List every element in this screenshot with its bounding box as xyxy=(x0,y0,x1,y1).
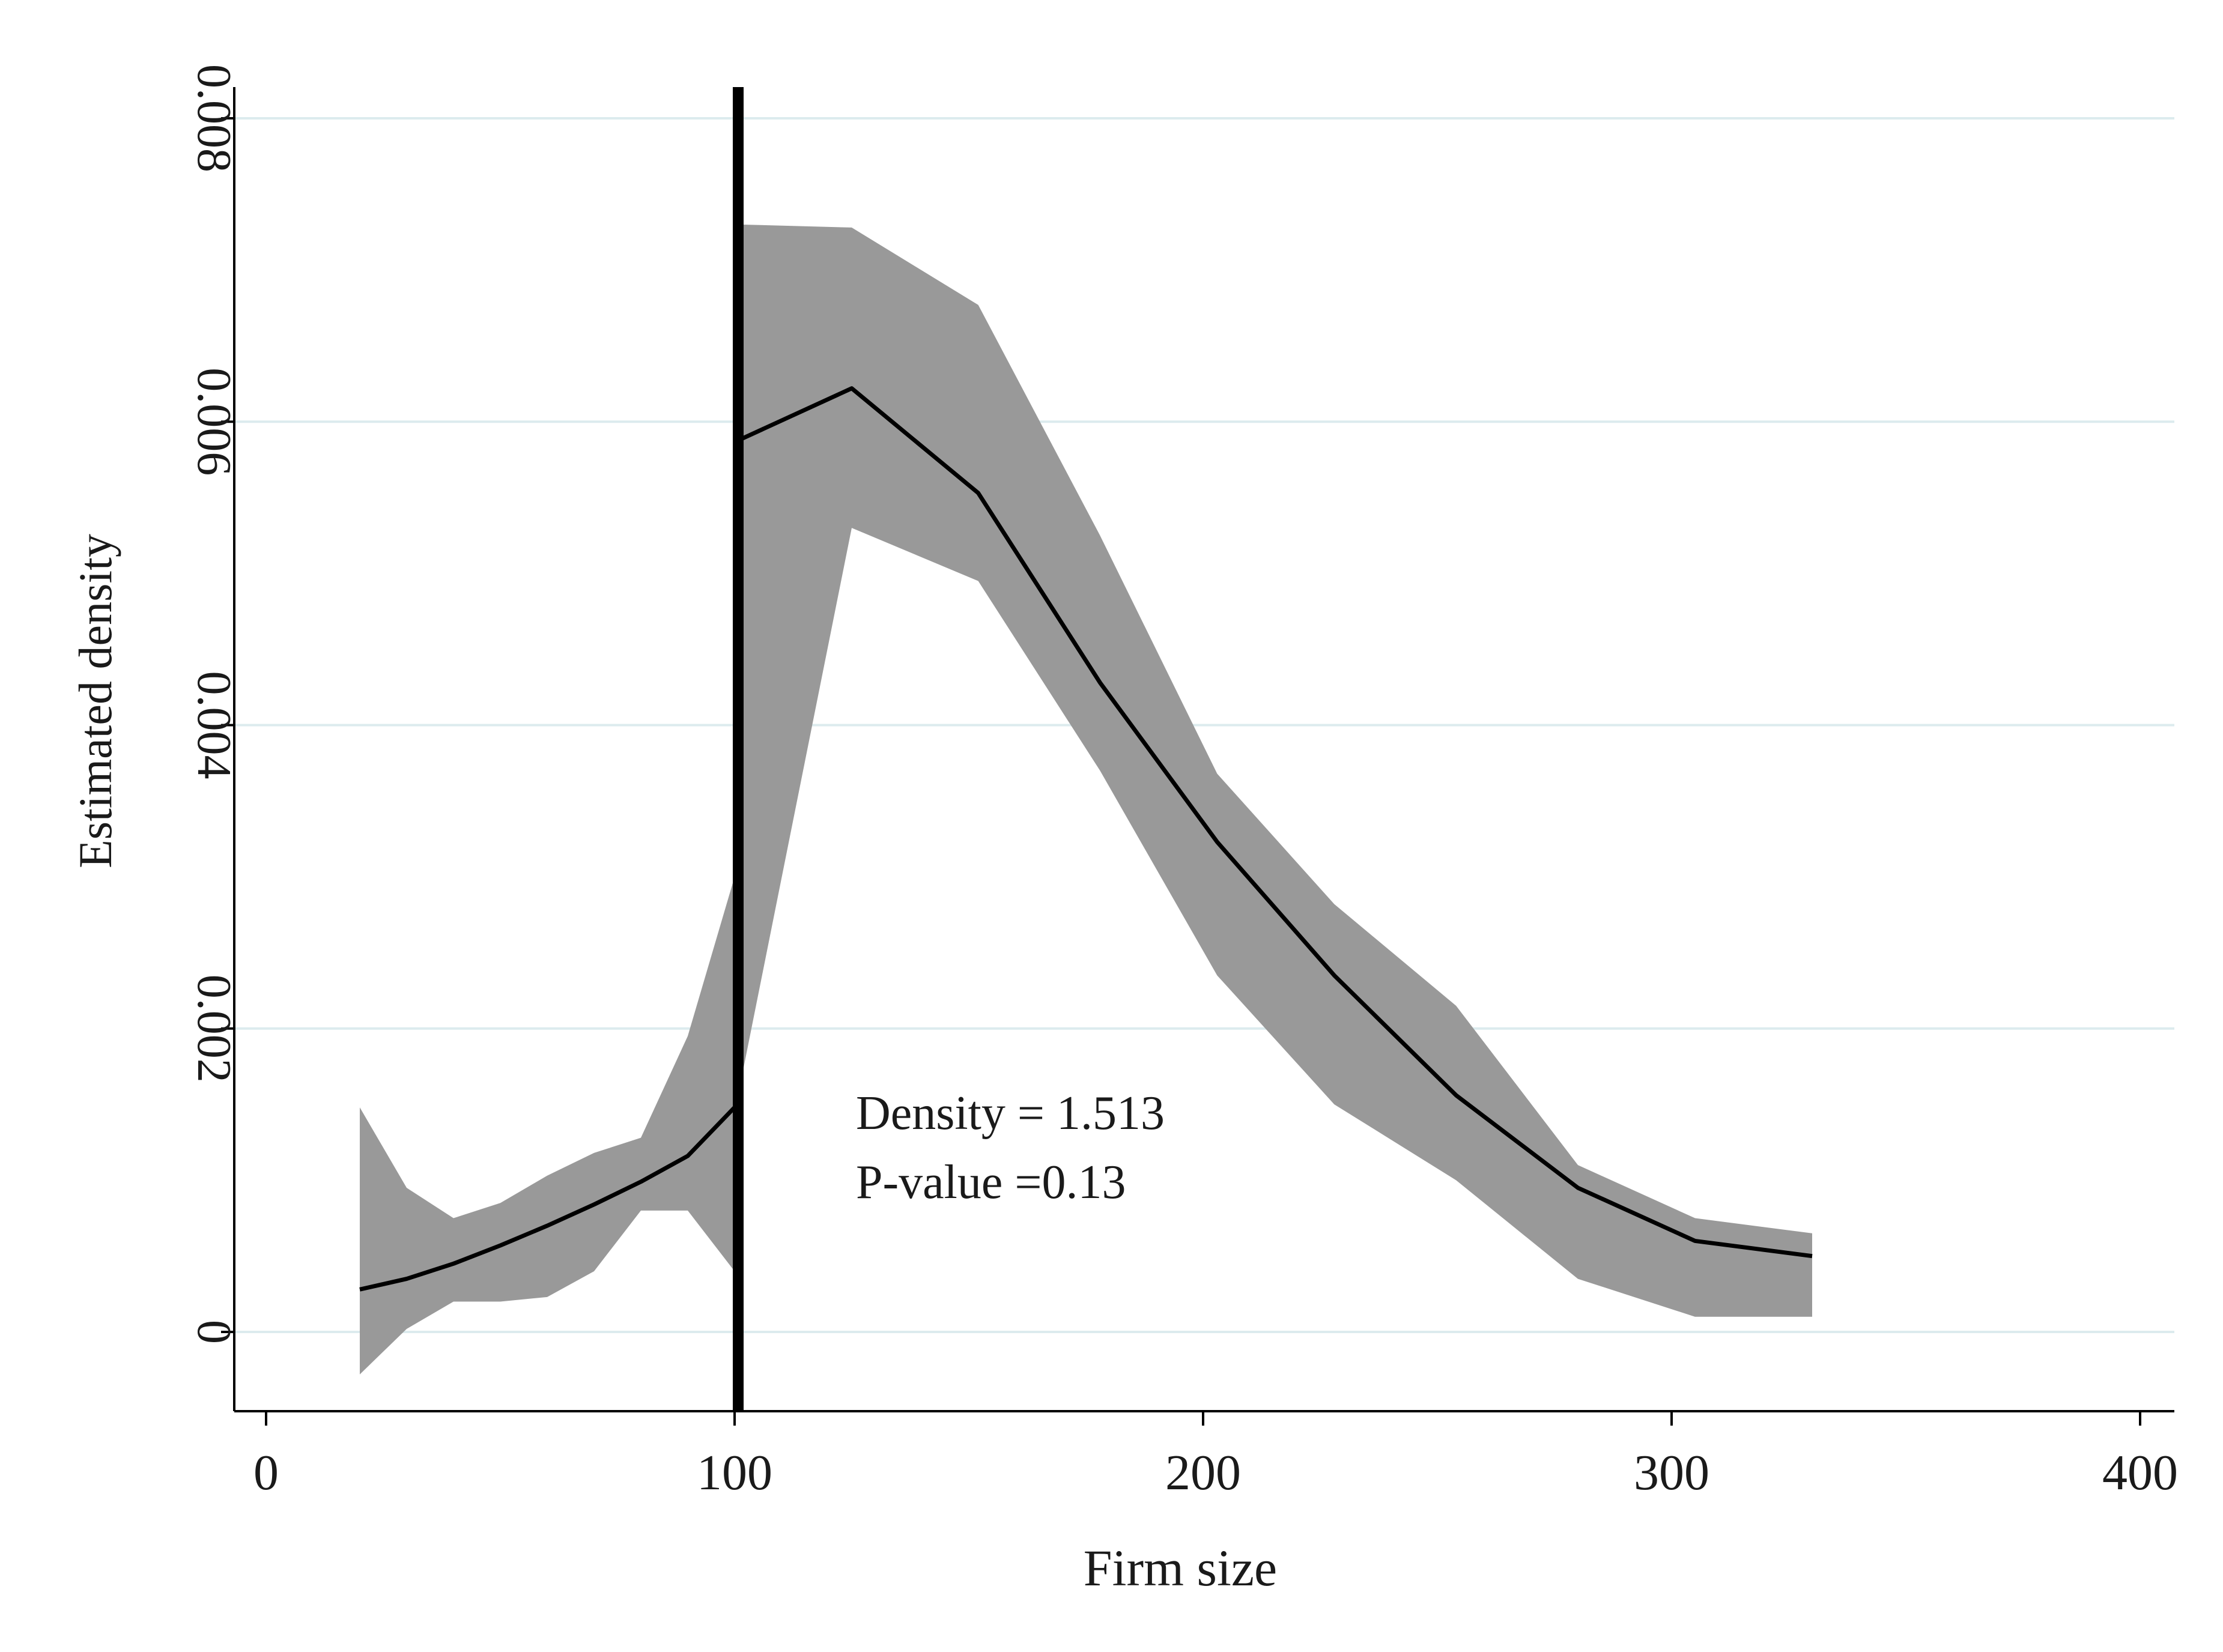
gridlines xyxy=(234,117,2174,1333)
y-tick-label: 0.002 xyxy=(187,975,240,1083)
x-tick-label: 400 xyxy=(2102,1445,2178,1501)
axis-labels: Firm size Estimated density Density = 1.… xyxy=(69,64,2178,1597)
density-line-left xyxy=(359,1106,736,1292)
confidence-bands xyxy=(360,224,1812,1375)
y-tick-label: 0.006 xyxy=(187,368,240,476)
axes xyxy=(221,87,2174,1426)
x-tick-label: 200 xyxy=(1165,1445,1241,1501)
confidence-band-left xyxy=(360,877,735,1375)
x-axis-label: Firm size xyxy=(1084,1539,1277,1597)
x-tick-label: 300 xyxy=(1634,1445,1709,1501)
y-tick-label: 0.004 xyxy=(187,671,240,779)
y-tick-label: 0.008 xyxy=(187,64,240,172)
confidence-band-right xyxy=(739,224,1812,1317)
x-tick-label: 100 xyxy=(697,1445,772,1501)
y-axis-label: Estimated density xyxy=(69,534,121,868)
x-tick-label: 0 xyxy=(253,1445,279,1501)
density-lines xyxy=(359,87,1813,1411)
y-tick-label: 0 xyxy=(187,1320,240,1344)
p-value-annotation: P-value =0.13 xyxy=(856,1156,1126,1209)
density-line-right xyxy=(738,386,1813,1259)
density-annotation: Density = 1.513 xyxy=(856,1087,1165,1140)
